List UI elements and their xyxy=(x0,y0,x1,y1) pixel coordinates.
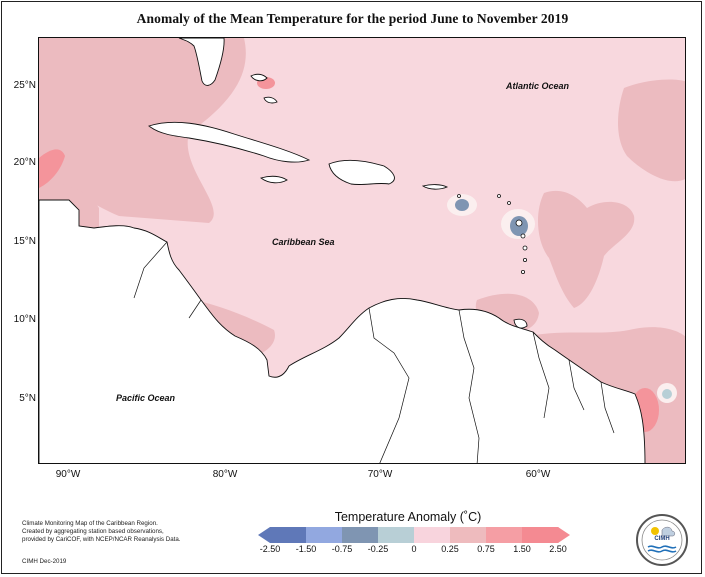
land-bahamas-1 xyxy=(250,73,268,82)
anomaly-map-svg xyxy=(39,38,685,463)
land-masses xyxy=(39,38,646,463)
land-trinidad xyxy=(513,318,528,329)
colorbar-tick-label: -0.25 xyxy=(367,544,389,554)
land-puerto-rico xyxy=(421,184,449,190)
anomaly-zone-gulf xyxy=(39,38,246,223)
colorbar-tick-label: 0 xyxy=(411,544,417,554)
lon-tick-90w: 90°W xyxy=(55,469,81,480)
label-caribbean-sea: Caribbean Sea xyxy=(272,237,335,247)
colorbar-tick-label: -1.50 xyxy=(295,544,317,554)
land-cuba xyxy=(148,121,311,163)
colorbar-tick-label: -0.75 xyxy=(331,544,353,554)
footnote-line-1: Climate Monitoring Map of the Caribbean … xyxy=(22,520,158,527)
lat-tick-15n: 15°N xyxy=(13,236,36,247)
colorbar-segment xyxy=(414,527,451,543)
colorbar-segment xyxy=(378,527,415,543)
colorbar-segment xyxy=(450,527,487,543)
label-atlantic-ocean: Atlantic Ocean xyxy=(506,81,570,91)
colorbar-tick-label: 2.50 xyxy=(549,544,567,554)
colorbar-segment xyxy=(342,527,379,543)
hot-spot-yucatan xyxy=(39,149,65,188)
colorbar-segment xyxy=(522,527,559,543)
footnote-line-3: provided by CariCOF, with NCEP/NCAR Rean… xyxy=(22,536,181,543)
footnote-credit: CIMH Dec-2019 xyxy=(22,558,67,565)
country-borders xyxy=(133,241,615,463)
lat-tick-10n: 10°N xyxy=(13,314,36,325)
land-hispaniola xyxy=(328,159,395,186)
map-title: Anomaly of the Mean Temperature for the … xyxy=(136,11,569,26)
colorbar-tick-label: 1.50 xyxy=(513,544,531,554)
land-bahamas-2 xyxy=(263,96,278,104)
cool-spot-amapa xyxy=(662,389,672,399)
cimh-emblem-icon xyxy=(641,519,683,561)
colorbar-tick-label: 0.75 xyxy=(477,544,495,554)
colorbar-arrow-right xyxy=(558,527,570,543)
lesser-antilles-islands xyxy=(457,194,528,274)
lon-tick-70w: 70°W xyxy=(367,469,393,480)
anomaly-map xyxy=(38,37,686,464)
lat-tick-5n: 5°N xyxy=(19,393,36,404)
colorbar-tick-label: -2.50 xyxy=(259,544,281,554)
anomaly-zone-east-atlantic xyxy=(618,79,685,182)
label-pacific-ocean: Pacific Ocean xyxy=(116,393,176,403)
colorbar xyxy=(258,527,570,543)
colorbar-arrow-left xyxy=(258,527,270,543)
lon-tick-60w: 60°W xyxy=(525,469,551,480)
lat-tick-20n: 20°N xyxy=(13,157,36,168)
colorbar-segment xyxy=(486,527,523,543)
lon-tick-80w: 80°W xyxy=(212,469,238,480)
land-florida xyxy=(178,38,225,86)
lat-tick-25n: 25°N xyxy=(13,80,36,91)
colorbar-segment xyxy=(270,527,307,543)
cimh-logo: CIMH xyxy=(636,514,688,566)
cool-spot-puerto-rico xyxy=(455,199,469,211)
land-americas xyxy=(39,199,646,463)
colorbar-segment xyxy=(306,527,343,543)
footnote: Climate Monitoring Map of the Caribbean … xyxy=(22,520,212,544)
anomaly-zone-lesser-antilles xyxy=(537,190,635,308)
land-jamaica xyxy=(260,175,288,184)
colorbar-tick-label: 0.25 xyxy=(441,544,459,554)
footnote-line-2: Created by aggregating station based obs… xyxy=(22,528,164,535)
colorbar-title: Temperature Anomaly (˚C) xyxy=(334,510,482,524)
logo-text: CIMH xyxy=(654,536,670,542)
